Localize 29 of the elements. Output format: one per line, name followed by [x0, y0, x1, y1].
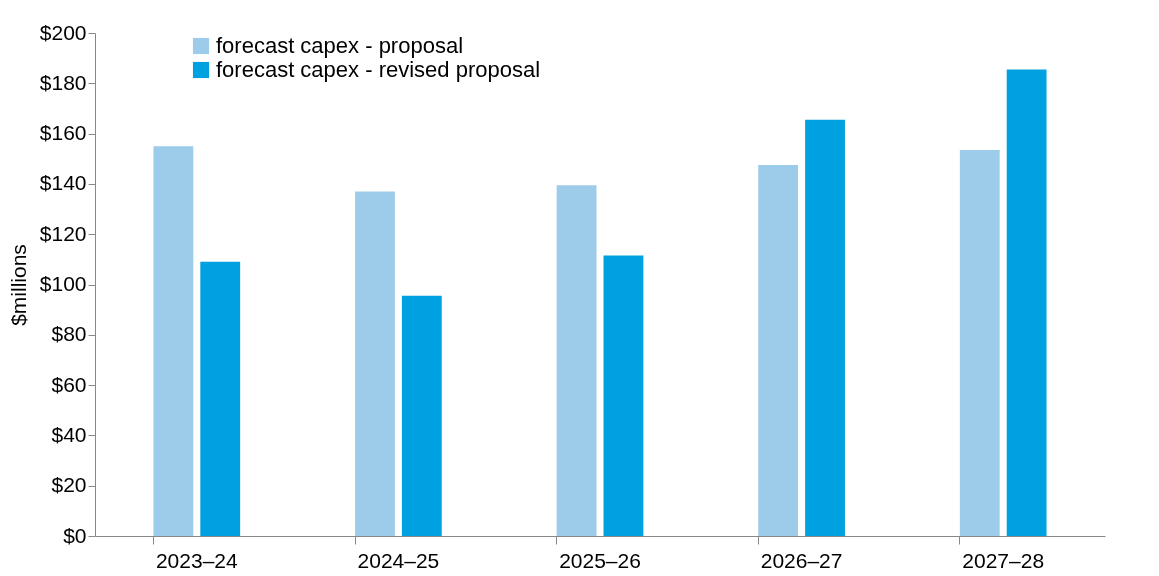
legend-label: forecast capex - proposal — [216, 33, 464, 58]
bar — [805, 119, 845, 536]
y-tick-label: $160 — [39, 121, 87, 145]
bar — [556, 185, 597, 536]
bar — [200, 261, 241, 536]
y-tick-label: $20 — [51, 473, 87, 497]
y-tick-label: $60 — [51, 372, 87, 396]
y-tick-label: $200 — [39, 20, 87, 44]
y-tick-label: $120 — [39, 221, 87, 245]
bar — [758, 165, 799, 536]
y-tick-label: $140 — [39, 171, 87, 195]
y-tick-label: $40 — [51, 422, 87, 446]
bar — [401, 295, 442, 536]
x-tick-label: 2023–24 — [155, 548, 238, 572]
legend-label: forecast capex - revised proposal — [216, 57, 541, 82]
x-tick-label: 2026–27 — [760, 548, 843, 572]
bar — [603, 255, 644, 536]
bar — [1006, 69, 1047, 536]
y-tick-label: $180 — [39, 70, 87, 94]
x-tick-label: 2027–28 — [962, 548, 1045, 572]
y-tick-label: $80 — [51, 322, 87, 346]
bar — [153, 146, 194, 536]
x-tick-label: 2025–26 — [559, 548, 641, 572]
y-tick-label: $100 — [39, 272, 87, 295]
y-tick-label: $0 — [63, 523, 87, 547]
bar — [355, 191, 395, 536]
bar — [959, 149, 1000, 536]
x-tick-label: 2024–25 — [357, 548, 440, 572]
y-axis-title: $millions — [6, 244, 30, 326]
